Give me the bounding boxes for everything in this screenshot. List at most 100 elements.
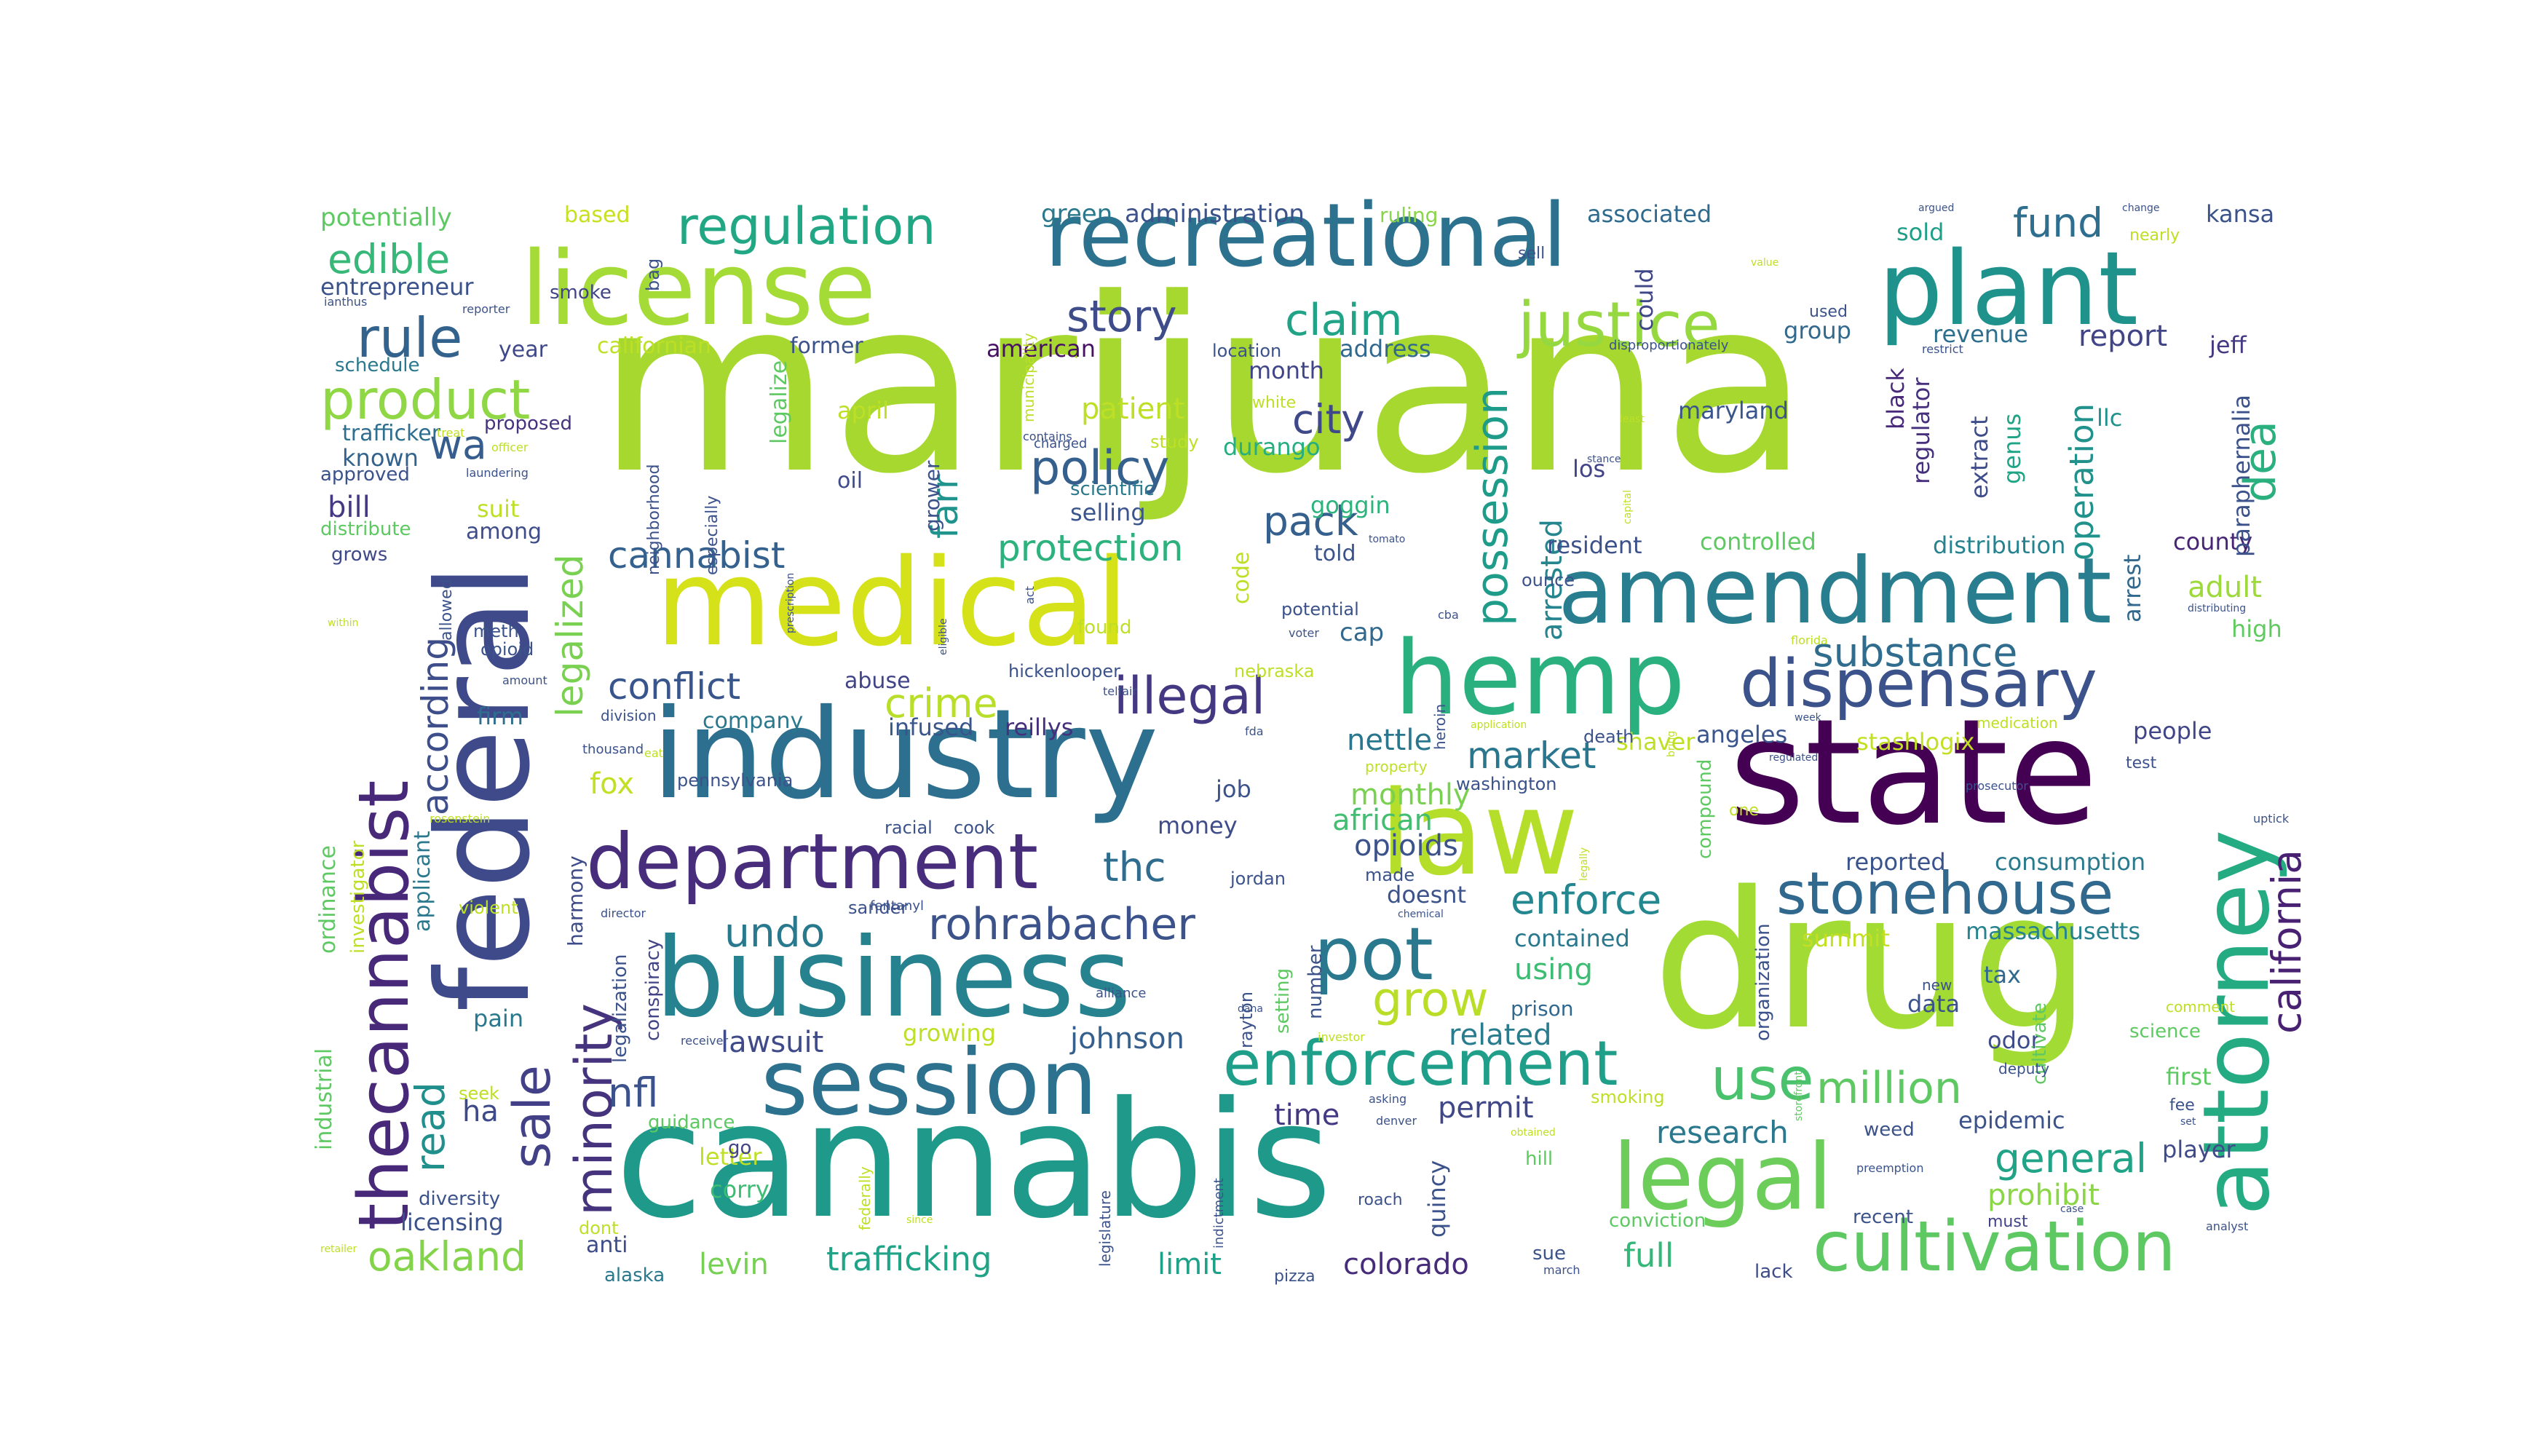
word-property: property	[1365, 758, 1428, 775]
word-pain: pain	[473, 1005, 523, 1032]
word-kansa: kansa	[2206, 200, 2274, 228]
word-disproportionately: disproportionately	[1609, 338, 1729, 353]
word-conspiracy: conspiracy	[642, 939, 664, 1041]
word-meth: meth	[473, 621, 519, 641]
word-harmony: harmony	[563, 855, 587, 946]
word-bill: bill	[328, 491, 371, 524]
word-could: could	[1631, 268, 1658, 331]
word-case: case	[2060, 1203, 2084, 1215]
word-trafficking: trafficking	[826, 1240, 992, 1278]
word-bring: bring	[1666, 731, 1677, 757]
word-durango: durango	[1223, 433, 1321, 461]
word-growing: growing	[903, 1019, 996, 1047]
word-pack: pack	[1263, 498, 1358, 545]
word-illegal: illegal	[1114, 666, 1265, 726]
word-cannabist: cannabist	[608, 534, 785, 577]
word-maryland: maryland	[1678, 397, 1789, 424]
word-data: data	[1907, 990, 1960, 1018]
word-corry: corry	[710, 1176, 769, 1203]
word-dont: dont	[579, 1218, 619, 1238]
word-potentially: potentially	[320, 203, 452, 232]
word-industry: industry	[652, 683, 1158, 827]
word-voter: voter	[1289, 626, 1319, 640]
word-preemption: preemption	[1856, 1161, 1923, 1175]
word-substance: substance	[1813, 629, 2017, 676]
word-investor: investor	[1318, 1030, 1365, 1044]
word-violent: violent	[459, 898, 518, 918]
word-extract: extract	[1966, 416, 1993, 499]
word-adult: adult	[2188, 571, 2262, 604]
word-market: market	[1467, 735, 1596, 777]
word-job: job	[1215, 775, 1251, 803]
word-massachusetts: massachusetts	[1966, 917, 2140, 945]
word-controlled: controlled	[1700, 528, 1816, 555]
word-money: money	[1158, 812, 1238, 839]
word-permit: permit	[1438, 1091, 1534, 1125]
word-legalize: legalize	[767, 360, 792, 444]
word-conflict: conflict	[608, 665, 740, 708]
word-code: code	[1229, 552, 1254, 604]
word-former: former	[790, 333, 863, 359]
word-company: company	[703, 708, 803, 734]
word-angeles: angeles	[1696, 721, 1787, 748]
word-sander: sander	[848, 898, 908, 918]
word-administration: administration	[1125, 199, 1305, 229]
word-lawsuit: lawsuit	[721, 1026, 823, 1059]
word-receiver: receiver	[681, 1034, 728, 1048]
word-alaska: alaska	[604, 1265, 665, 1286]
word-scientific: scientific	[1070, 478, 1155, 500]
word-operation: operation	[2062, 403, 2101, 561]
word-enforce: enforce	[1511, 877, 1661, 923]
word-letter: letter	[699, 1143, 762, 1171]
word-infused: infused	[888, 713, 973, 741]
word-thousand: thousand	[582, 742, 644, 757]
word-regulation: regulation	[677, 197, 936, 256]
word-possession: possession	[1467, 387, 1518, 626]
word-llc: llc	[2097, 404, 2122, 432]
word-fee: fee	[2169, 1096, 2195, 1115]
word-address: address	[1340, 335, 1431, 363]
word-within: within	[328, 617, 358, 629]
word-californian: californian	[597, 333, 711, 359]
word-million: million	[1816, 1063, 1962, 1114]
word-distribute: distribute	[320, 518, 411, 540]
word-analyst: analyst	[2206, 1219, 2248, 1233]
word-nfl: nfl	[608, 1069, 659, 1116]
word-monthly: monthly	[1350, 778, 1471, 812]
word-legalization: legalization	[609, 954, 631, 1064]
word-change: change	[2122, 202, 2160, 214]
word-law: law	[1380, 765, 1578, 901]
word-wa: wa	[430, 422, 487, 468]
word-sue: sue	[1532, 1243, 1566, 1265]
word-stashlogix: stashlogix	[1856, 728, 1974, 756]
word-sold: sold	[1896, 218, 1944, 246]
word-eligible: eligible	[938, 618, 949, 655]
word-storefront: storefront	[1793, 1071, 1805, 1121]
word-since: since	[906, 1214, 933, 1226]
word-resident: resident	[1547, 531, 1642, 559]
word-year: year	[499, 337, 548, 363]
word-weed: weed	[1864, 1119, 1915, 1141]
word-treat: treat	[437, 426, 464, 440]
word-bag: bag	[643, 258, 663, 291]
word-stance: stance	[1587, 454, 1621, 465]
word-contained: contained	[1514, 925, 1630, 952]
word-hemp: hemp	[1394, 620, 1685, 738]
word-recreational: recreational	[1045, 186, 1567, 287]
word-oakland: oakland	[368, 1233, 526, 1280]
word-must: must	[1987, 1213, 2028, 1231]
word-regulated: regulated	[1769, 752, 1818, 764]
word-american: american	[986, 335, 1096, 363]
word-grow: grow	[1372, 973, 1489, 1027]
word-schedule: schedule	[335, 355, 420, 376]
word-diversity: diversity	[419, 1188, 500, 1210]
word-director: director	[601, 906, 646, 920]
word-found: found	[1077, 617, 1132, 638]
word-roach: roach	[1358, 1191, 1403, 1209]
word-pennsylvania: pennsylvania	[677, 770, 793, 791]
word-entrepreneur: entrepreneur	[320, 273, 474, 301]
word-player: player	[2162, 1136, 2236, 1163]
word-using: using	[1514, 953, 1593, 986]
word-lack: lack	[1754, 1261, 1793, 1283]
